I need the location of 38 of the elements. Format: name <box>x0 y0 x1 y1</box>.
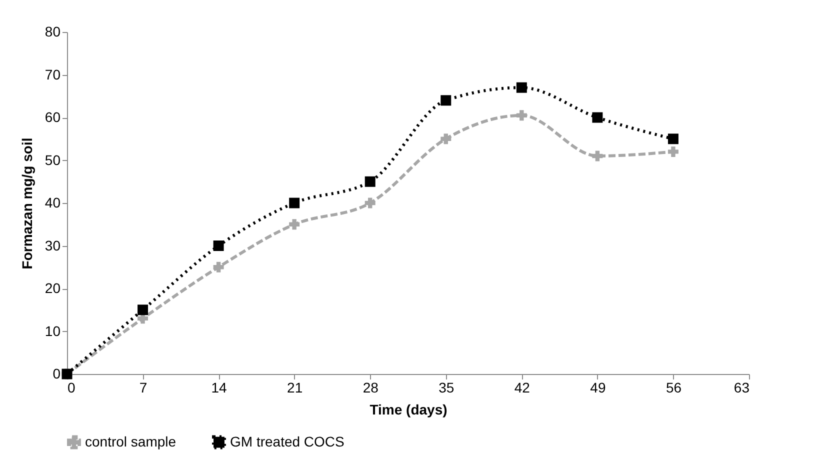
y-tick-label: 30 <box>44 237 61 254</box>
point <box>213 240 224 251</box>
point <box>592 150 603 162</box>
legend-label: control sample <box>85 433 176 450</box>
y-tick-label: 20 <box>44 280 61 296</box>
x-tick-label: 35 <box>438 380 454 396</box>
y-axis-title: Formazan mg/g soil <box>18 138 35 270</box>
x-tick-label: 0 <box>68 380 76 396</box>
x-tick-label: 14 <box>211 380 228 396</box>
x-tick-label: 49 <box>590 380 606 396</box>
point <box>516 110 527 121</box>
point <box>364 198 376 208</box>
x-tick-label: 63 <box>734 380 750 396</box>
x-tick-label: 56 <box>666 380 682 396</box>
point <box>592 112 603 123</box>
x-tick-label: 42 <box>514 380 530 396</box>
point <box>440 95 452 106</box>
point <box>440 134 452 144</box>
x-tick-label: 28 <box>362 380 379 396</box>
x-tick-label: 21 <box>287 380 303 396</box>
legend-label: GM treated COCS <box>230 433 344 450</box>
y-tick-label: 50 <box>44 152 61 168</box>
point <box>138 304 148 316</box>
point <box>668 134 678 144</box>
y-tick-label: 40 <box>44 194 61 210</box>
y-tick-label: 60 <box>44 109 61 125</box>
point <box>364 176 376 187</box>
point <box>289 198 300 208</box>
point <box>668 146 678 157</box>
y-tick-label: 80 <box>44 24 61 40</box>
y-tick-label: 0 <box>52 366 61 382</box>
x-axis-title: Time (days) <box>370 402 448 418</box>
y-tick-label: 10 <box>44 322 61 339</box>
point <box>289 219 300 230</box>
point <box>213 262 224 272</box>
point <box>516 82 527 93</box>
x-tick-label: 7 <box>139 380 148 396</box>
y-tick-label: 70 <box>44 66 61 82</box>
